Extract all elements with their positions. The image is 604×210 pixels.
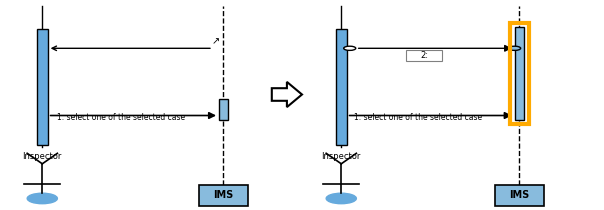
Bar (406, 50, 442, 61)
Circle shape (326, 193, 356, 204)
Text: Inspector: Inspector (321, 152, 361, 161)
Text: 2:: 2: (420, 51, 428, 60)
Text: IMS: IMS (213, 190, 234, 200)
Text: Inspector: Inspector (22, 152, 62, 161)
Text: 1: select one of the selected case: 1: select one of the selected case (57, 113, 185, 122)
Bar (219, 99, 228, 120)
Bar (495, 185, 544, 206)
Circle shape (509, 46, 521, 50)
Bar (515, 27, 524, 120)
Bar (510, 23, 529, 124)
Text: IMS: IMS (509, 190, 530, 200)
FancyArrow shape (272, 82, 302, 107)
Text: ↗: ↗ (211, 36, 219, 46)
Bar (37, 29, 48, 145)
Circle shape (27, 193, 57, 204)
Bar (199, 185, 248, 206)
Bar (336, 29, 347, 145)
Circle shape (344, 46, 356, 50)
Text: 1: select one of the selected case: 1: select one of the selected case (354, 113, 483, 122)
